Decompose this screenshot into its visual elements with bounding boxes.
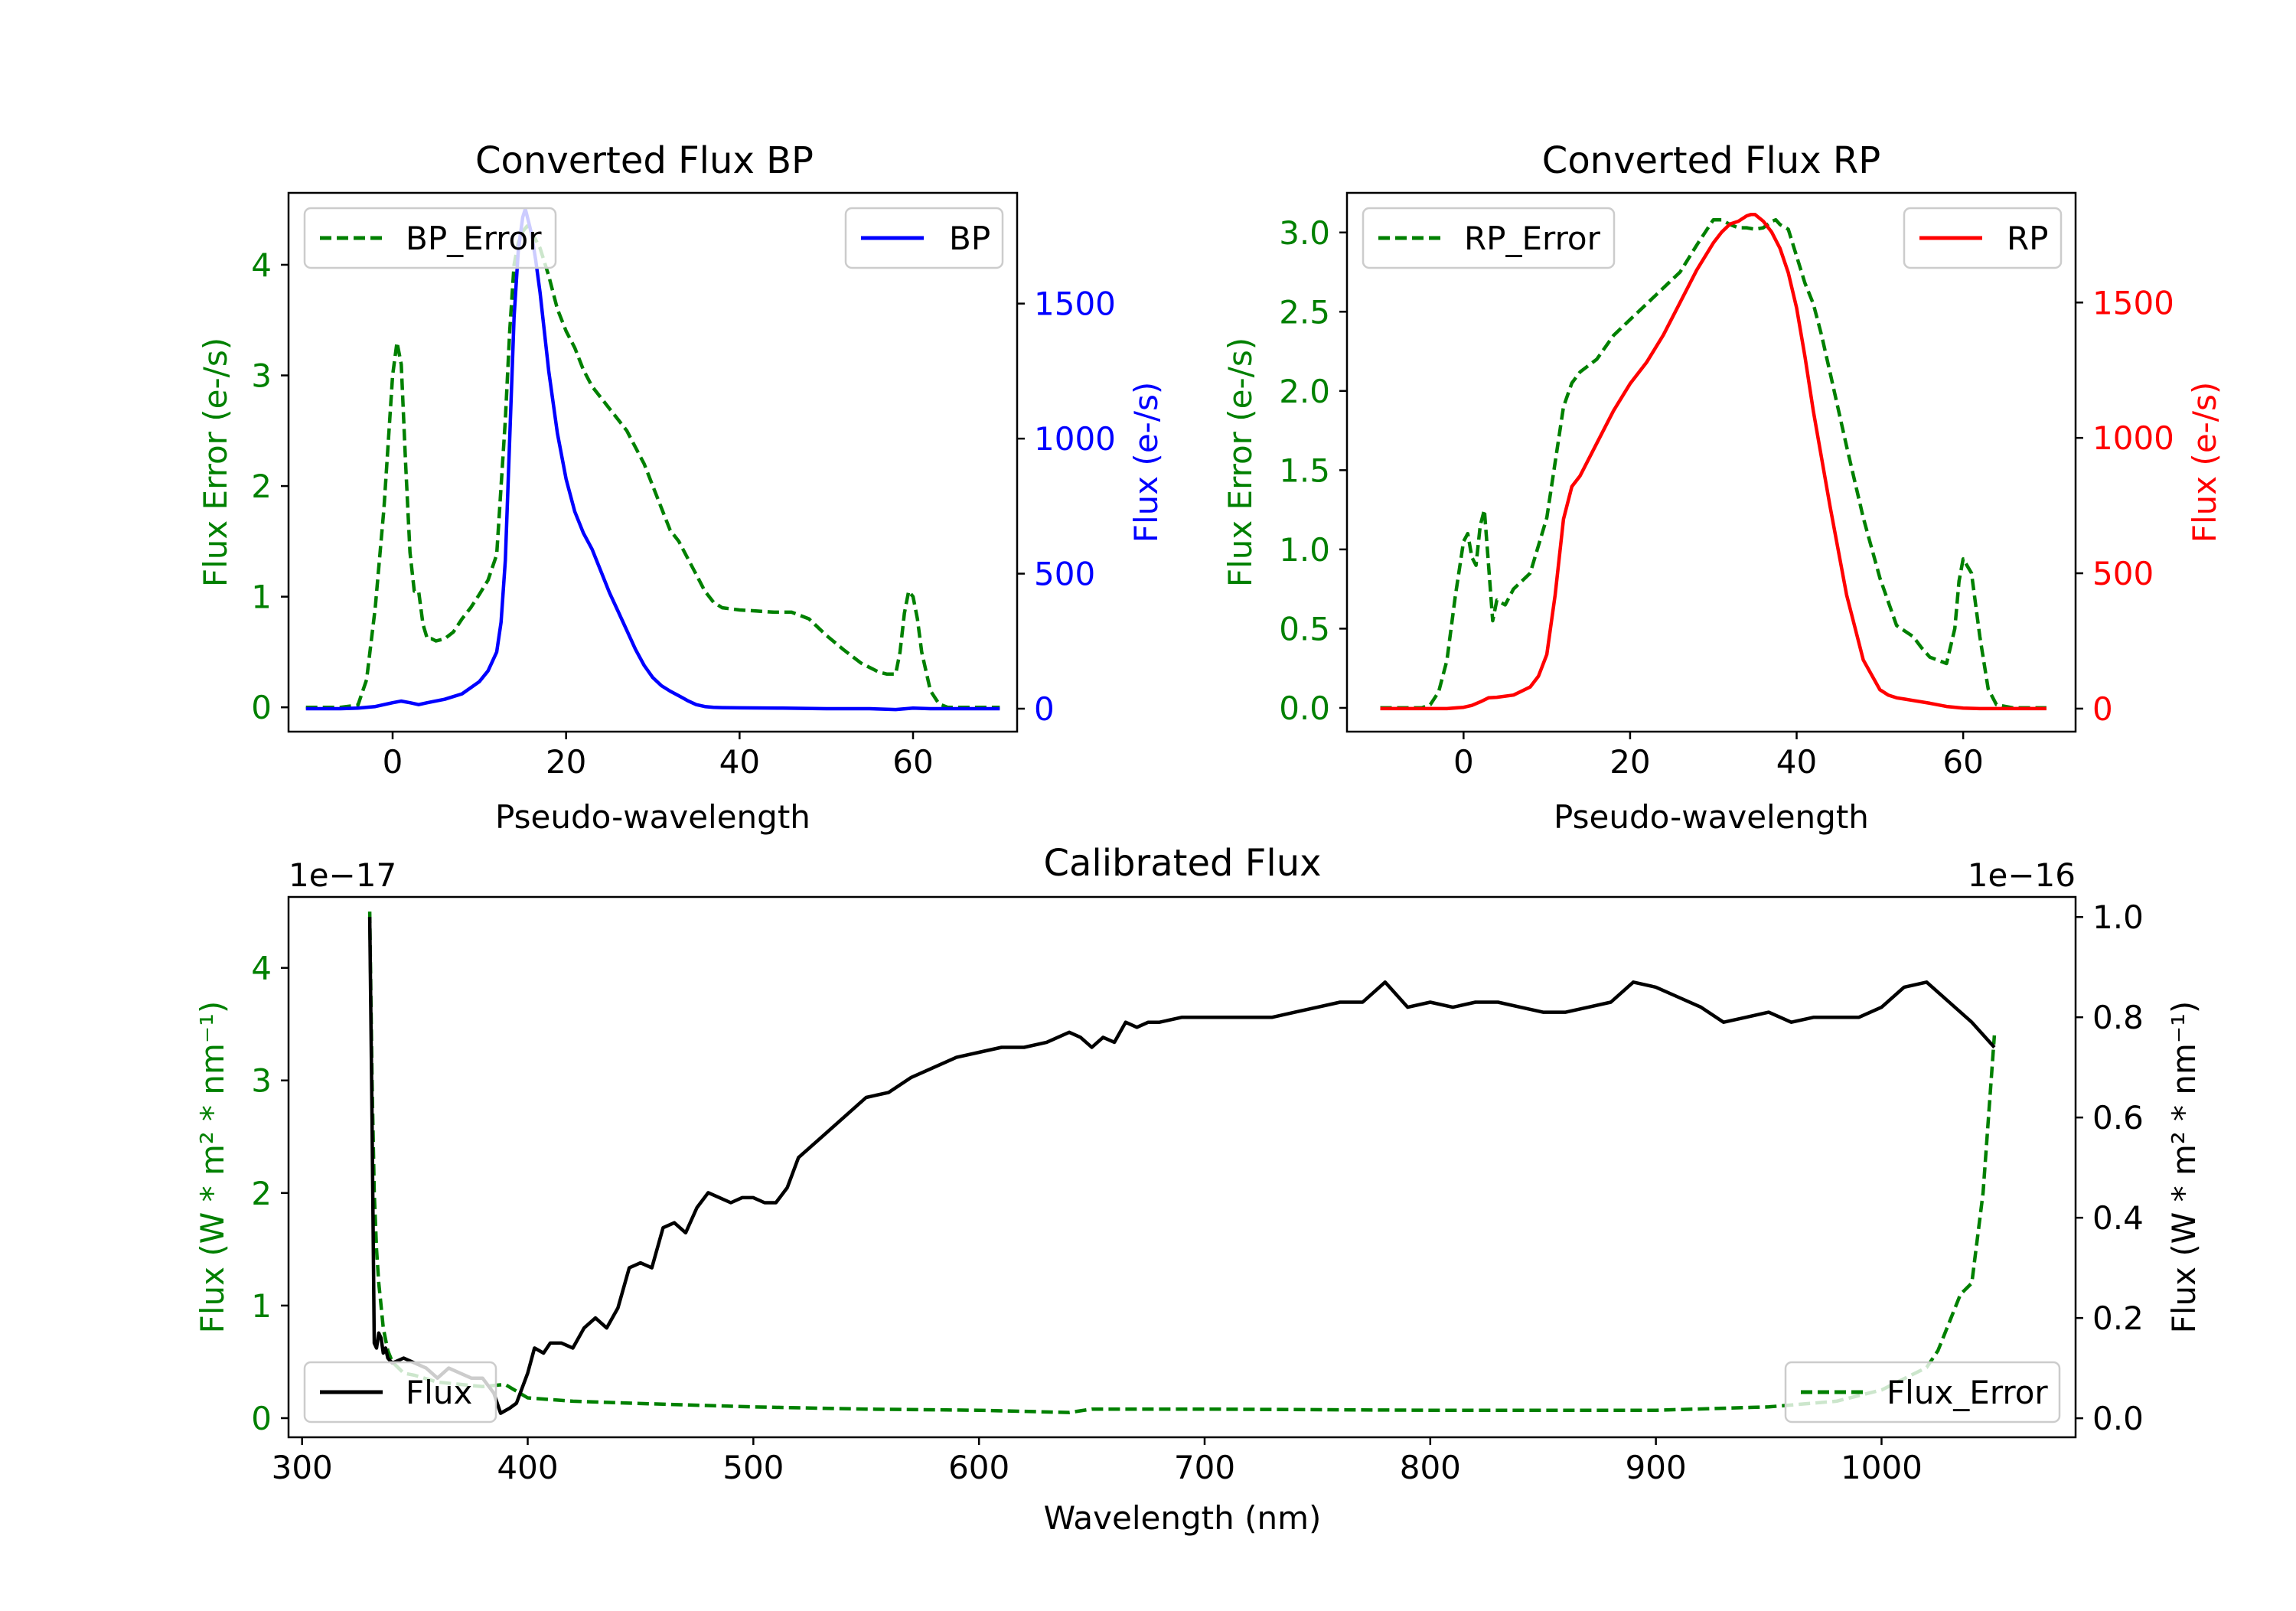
calibrated-series-flux xyxy=(367,917,1996,1415)
bp-legend-error-label: BP_Error xyxy=(406,220,542,257)
rp-ylabel-right: Flux (e-/s) xyxy=(2186,382,2223,543)
rp-chart: Converted Flux RP 0 20 40 60 0.0 0.5 1.0 1.5 2.0… xyxy=(1221,139,2223,836)
rp-xtick-label: 0 xyxy=(1453,743,1474,781)
calibrated-ticks: 300 400 500 600 700 800 900 1000 0 1 2 3 4 0.0 0.2 0.4 0… xyxy=(251,898,2144,1486)
bp-ytick-left-label: 1 xyxy=(251,579,272,616)
bp-ytick-right-label: 1500 xyxy=(1034,285,1116,323)
bp-ytick-right-label: 0 xyxy=(1034,690,1055,728)
calibrated-legend-error-label: Flux_Error xyxy=(1887,1374,2048,1411)
rp-ytick-left-label: 3.0 xyxy=(1279,214,1330,252)
bp-legend-bp-label: BP xyxy=(949,220,990,257)
rp-title: Converted Flux RP xyxy=(1542,139,1880,182)
calibrated-ytick-right-label: 0.0 xyxy=(2092,1400,2144,1437)
bp-xtick-label: 60 xyxy=(892,743,933,781)
calibrated-xtick-label: 600 xyxy=(948,1449,1009,1486)
rp-ytick-left-label: 2.5 xyxy=(1279,293,1330,331)
calibrated-series-flux-error xyxy=(367,911,1997,1414)
bp-legend-error[interactable]: BP_Error xyxy=(303,207,557,269)
calibrated-xlabel: Wavelength (nm) xyxy=(1044,1499,1322,1537)
bp-ylabel-left: Flux Error (e-/s) xyxy=(197,338,234,587)
calibrated-xtick-label: 700 xyxy=(1174,1449,1235,1486)
rp-xlabel: Pseudo-wavelength xyxy=(1554,798,1869,836)
calibrated-ytick-right-label: 0.8 xyxy=(2092,999,2144,1036)
bp-ytick-right-label: 500 xyxy=(1034,556,1095,593)
calibrated-series xyxy=(367,911,1997,1415)
bp-xtick-label: 0 xyxy=(383,743,403,781)
rp-ytick-left-label: 1.5 xyxy=(1279,452,1330,489)
rp-legend-rp[interactable]: RP xyxy=(1903,207,2063,269)
rp-ytick-left-label: 2.0 xyxy=(1279,373,1330,410)
rp-ytick-right-label: 1000 xyxy=(2092,419,2174,457)
calibrated-xtick-label: 500 xyxy=(722,1449,784,1486)
calibrated-legend-flux[interactable]: Flux xyxy=(303,1361,497,1423)
rp-legend-rp-label: RP xyxy=(2007,220,2049,257)
bp-plot-frame xyxy=(287,191,1019,733)
bp-xlabel: Pseudo-wavelength xyxy=(495,798,810,836)
rp-ytick-left-label: 0.0 xyxy=(1279,690,1330,727)
calibrated-ylabel-left: Flux (W * m² * nm⁻¹) xyxy=(194,1001,231,1334)
rp-ytick-right-label: 0 xyxy=(2092,690,2113,728)
rp-ticks: 0 20 40 60 0.0 0.5 1.0 1.5 2.0 2.5 3.0 0 500 1000 1500 xyxy=(1279,214,2174,781)
calibrated-legend-flux-box xyxy=(303,1361,497,1423)
rp-series-rp xyxy=(1380,213,2047,711)
bp-ylabel-right: Flux (e-/s) xyxy=(1127,382,1165,543)
rp-legend-rp-box xyxy=(1903,207,2063,269)
rp-ylabel-left: Flux Error (e-/s) xyxy=(1221,338,1259,587)
calibrated-plot-frame xyxy=(287,895,2077,1439)
calibrated-xtick-label: 900 xyxy=(1626,1449,1687,1486)
bp-xtick-label: 40 xyxy=(719,743,760,781)
bp-chart: Converted Flux BP 0 20 40 60012340500100015… xyxy=(197,139,1165,836)
bp-legend-bp-box xyxy=(844,207,1004,269)
bp-ytick-right-label: 1000 xyxy=(1034,420,1116,458)
rp-ytick-left-label: 1.0 xyxy=(1279,531,1330,569)
rp-xtick-label: 40 xyxy=(1776,743,1817,781)
calibrated-legend-error[interactable]: Flux_Error xyxy=(1784,1361,2061,1423)
bp-legend-error-box xyxy=(303,207,557,269)
bp-series xyxy=(305,207,1000,712)
bp-legend-bp[interactable]: BP xyxy=(844,207,1004,269)
rp-series xyxy=(1380,213,2047,711)
bp-series-bp xyxy=(305,207,1000,712)
calibrated-ytick-right-label: 0.6 xyxy=(2092,1099,2144,1137)
calibrated-ytick-right-label: 0.2 xyxy=(2092,1300,2144,1337)
bp-xtick-label: 20 xyxy=(546,743,586,781)
calibrated-ytick-right-label: 1.0 xyxy=(2092,898,2144,936)
rp-legend-error-box xyxy=(1362,207,1616,269)
bp-ytick-left-label: 2 xyxy=(251,468,272,505)
rp-legend-error-label: RP_Error xyxy=(1464,220,1601,257)
calibrated-ytick-left-label: 3 xyxy=(251,1062,272,1100)
calibrated-chart: Calibrated Flux 1e−17 1e−16 300 400 500 600… xyxy=(194,842,2203,1537)
bp-series-bp-error xyxy=(305,224,1000,709)
calibrated-ytick-left-label: 4 xyxy=(251,950,272,987)
calibrated-ytick-right-label: 0.4 xyxy=(2092,1199,2144,1237)
calibrated-ytick-left-label: 2 xyxy=(251,1175,272,1212)
rp-legend-error[interactable]: RP_Error xyxy=(1362,207,1616,269)
calibrated-xtick-label: 800 xyxy=(1400,1449,1461,1486)
rp-ytick-left-label: 0.5 xyxy=(1279,610,1330,647)
calibrated-legend-flux-label: Flux xyxy=(406,1374,472,1411)
calibrated-legend-error-box xyxy=(1784,1361,2061,1423)
calibrated-offset-left: 1e−17 xyxy=(289,856,396,894)
rp-series-rp-error xyxy=(1380,217,2047,710)
rp-plot-frame xyxy=(1345,191,2077,733)
bp-ytick-left-label: 4 xyxy=(251,246,272,284)
calibrated-xtick-label: 400 xyxy=(497,1449,558,1486)
calibrated-xtick-label: 1000 xyxy=(1841,1449,1923,1486)
calibrated-xtick-label: 300 xyxy=(272,1449,333,1486)
calibrated-offset-right: 1e−16 xyxy=(1968,856,2076,894)
rp-ytick-right-label: 1500 xyxy=(2092,284,2174,321)
rp-ytick-right-label: 500 xyxy=(2092,555,2154,592)
bp-ytick-left-label: 0 xyxy=(251,689,272,726)
rp-xtick-label: 60 xyxy=(1942,743,1983,781)
calibrated-ytick-left-label: 0 xyxy=(251,1400,272,1437)
bp-title: Converted Flux BP xyxy=(475,139,814,182)
calibrated-ytick-left-label: 1 xyxy=(251,1287,272,1325)
calibrated-ylabel-right: Flux (W * m² * nm⁻¹) xyxy=(2165,1001,2203,1334)
rp-xtick-label: 20 xyxy=(1609,743,1650,781)
bp-ytick-left-label: 3 xyxy=(251,357,272,395)
calibrated-title: Calibrated Flux xyxy=(1043,842,1321,885)
